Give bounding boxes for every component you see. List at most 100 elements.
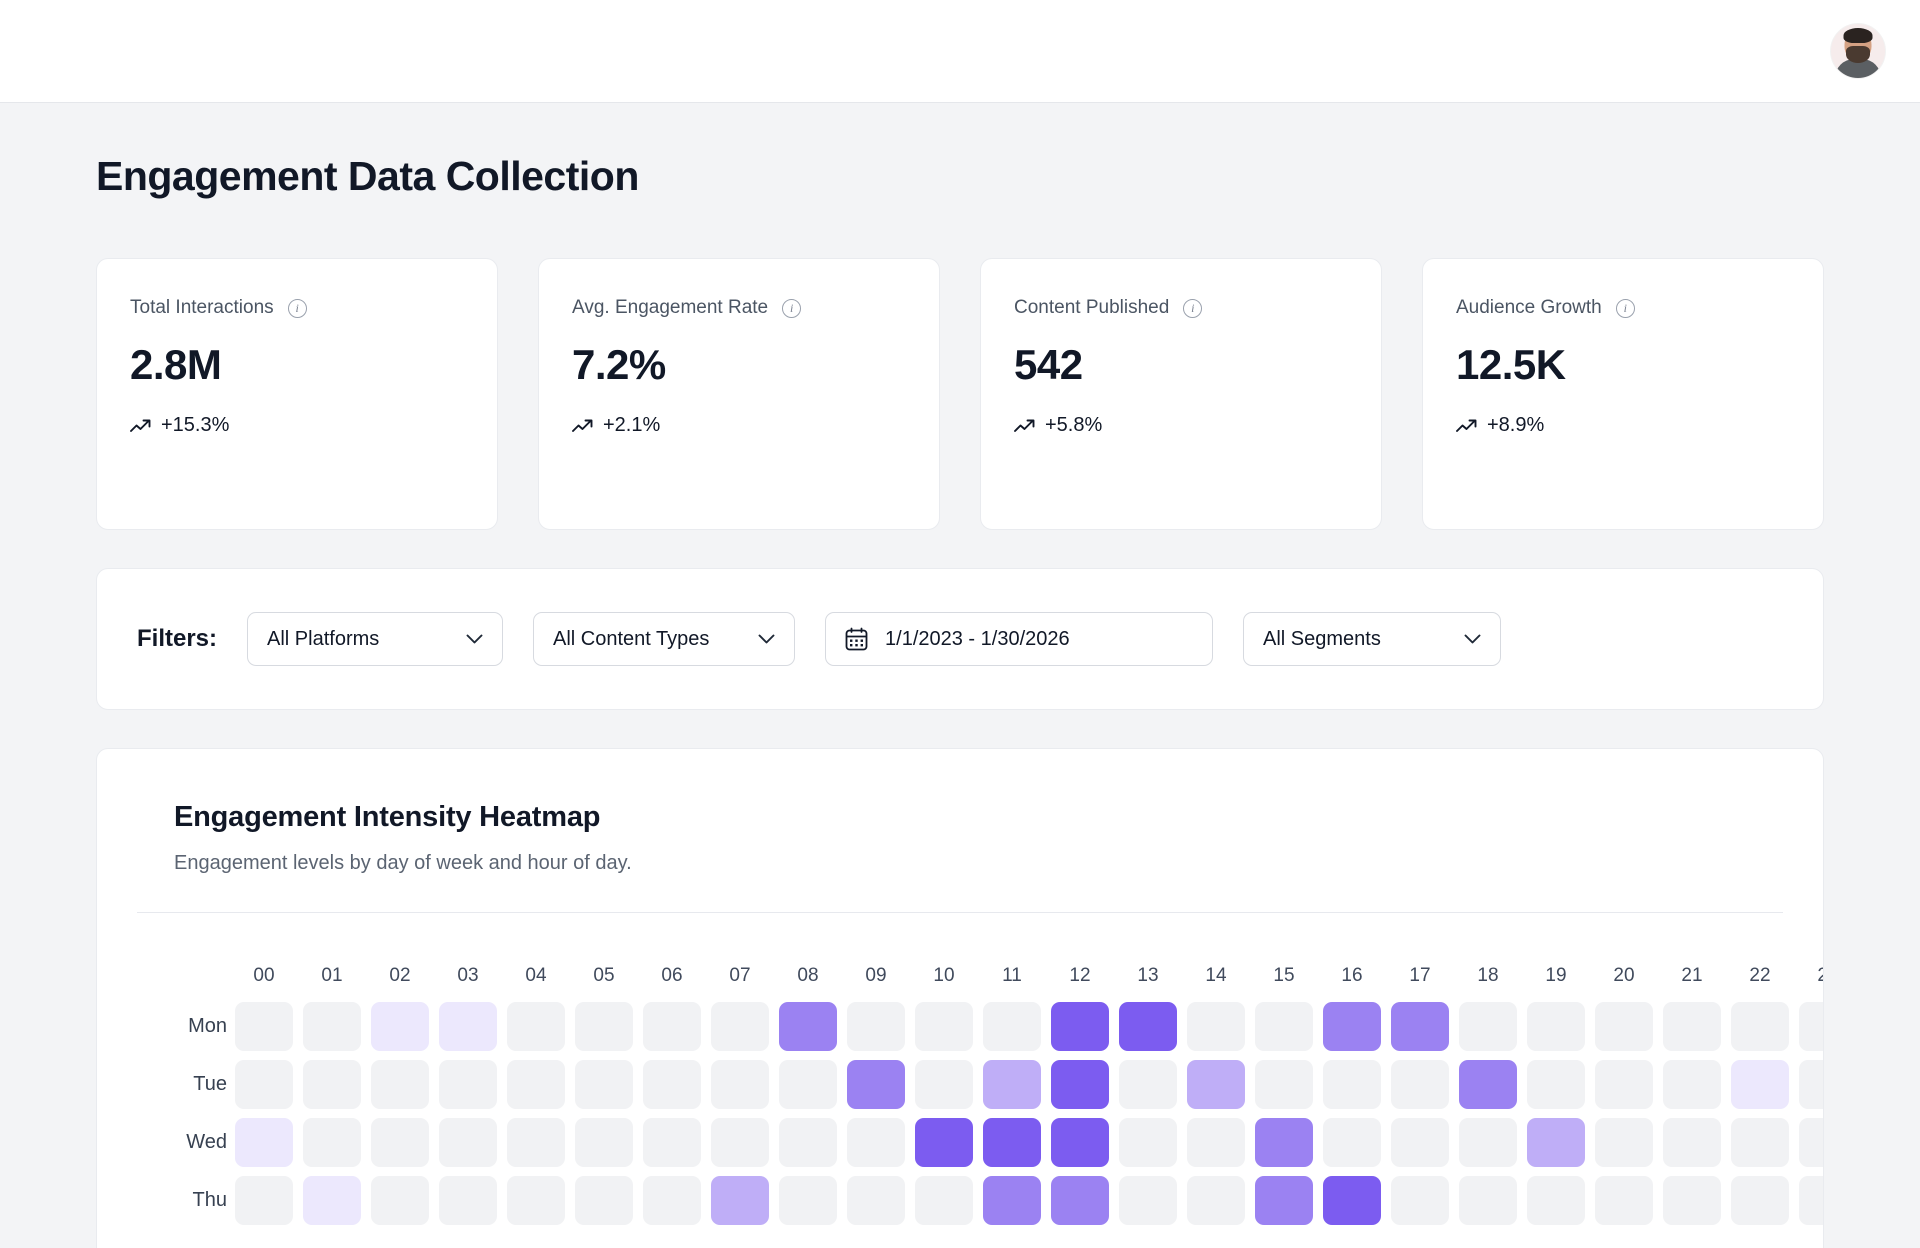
heatmap-cell[interactable] <box>1595 1059 1653 1109</box>
heatmap-cell[interactable] <box>915 1175 973 1225</box>
heatmap-cell[interactable] <box>371 1059 429 1109</box>
heatmap-cell[interactable] <box>1323 1117 1381 1167</box>
content-type-select[interactable]: All Content Types <box>533 612 796 666</box>
heatmap-cell[interactable] <box>1255 1117 1313 1167</box>
info-icon[interactable]: i <box>782 298 802 318</box>
heatmap-cell[interactable] <box>575 1117 633 1167</box>
heatmap-cell[interactable] <box>1255 1175 1313 1225</box>
heatmap-cell[interactable] <box>303 1175 361 1225</box>
heatmap-cell[interactable] <box>1799 1001 1823 1051</box>
heatmap-cell[interactable] <box>1799 1117 1823 1167</box>
heatmap-cell[interactable] <box>711 1175 769 1225</box>
info-icon[interactable]: i <box>1615 298 1635 318</box>
heatmap-cell[interactable] <box>1187 1175 1245 1225</box>
heatmap-cell[interactable] <box>1119 1117 1177 1167</box>
heatmap-cell[interactable] <box>1323 1175 1381 1225</box>
heatmap-cell[interactable] <box>371 1117 429 1167</box>
heatmap-cell[interactable] <box>1119 1001 1177 1051</box>
heatmap-cell[interactable] <box>439 1059 497 1109</box>
heatmap-cell[interactable] <box>303 1117 361 1167</box>
heatmap-cell[interactable] <box>235 1001 293 1051</box>
heatmap-cell[interactable] <box>1595 1175 1653 1225</box>
heatmap-cell[interactable] <box>1391 1117 1449 1167</box>
heatmap-cell[interactable] <box>711 1059 769 1109</box>
heatmap-cell[interactable] <box>983 1175 1041 1225</box>
heatmap-cell[interactable] <box>1663 1175 1721 1225</box>
heatmap-cell[interactable] <box>507 1117 565 1167</box>
heatmap-cell[interactable] <box>711 1117 769 1167</box>
heatmap-cell[interactable] <box>915 1117 973 1167</box>
heatmap-cell[interactable] <box>643 1175 701 1225</box>
avatar[interactable] <box>1831 24 1885 78</box>
heatmap-cell[interactable] <box>847 1175 905 1225</box>
info-icon[interactable]: i <box>287 298 307 318</box>
heatmap-cell[interactable] <box>1323 1001 1381 1051</box>
heatmap-cell[interactable] <box>1459 1001 1517 1051</box>
heatmap-cell[interactable] <box>1595 1117 1653 1167</box>
heatmap-cell[interactable] <box>1731 1001 1789 1051</box>
heatmap-cell[interactable] <box>643 1117 701 1167</box>
heatmap-cell[interactable] <box>371 1001 429 1051</box>
heatmap-cell[interactable] <box>1051 1175 1109 1225</box>
heatmap-cell[interactable] <box>1527 1059 1585 1109</box>
heatmap-cell[interactable] <box>439 1001 497 1051</box>
heatmap-cell[interactable] <box>779 1175 837 1225</box>
segment-select[interactable]: All Segments <box>1243 612 1502 666</box>
heatmap-cell[interactable] <box>1255 1059 1313 1109</box>
heatmap-cell[interactable] <box>1799 1059 1823 1109</box>
heatmap-cell[interactable] <box>1731 1059 1789 1109</box>
heatmap-cell[interactable] <box>1663 1059 1721 1109</box>
heatmap-cell[interactable] <box>1323 1059 1381 1109</box>
heatmap-cell[interactable] <box>847 1117 905 1167</box>
platform-select[interactable]: All Platforms <box>247 612 504 666</box>
heatmap-cell[interactable] <box>371 1175 429 1225</box>
heatmap-cell[interactable] <box>847 1001 905 1051</box>
heatmap-cell[interactable] <box>303 1001 361 1051</box>
heatmap-cell[interactable] <box>507 1001 565 1051</box>
heatmap-cell[interactable] <box>779 1117 837 1167</box>
heatmap-cell[interactable] <box>235 1117 293 1167</box>
heatmap-cell[interactable] <box>1663 1001 1721 1051</box>
heatmap-cell[interactable] <box>235 1059 293 1109</box>
heatmap-cell[interactable] <box>1391 1001 1449 1051</box>
heatmap-cell[interactable] <box>1255 1001 1313 1051</box>
heatmap-cell[interactable] <box>507 1175 565 1225</box>
heatmap-cell[interactable] <box>915 1059 973 1109</box>
info-icon[interactable]: i <box>1183 298 1203 318</box>
heatmap-cell[interactable] <box>1051 1059 1109 1109</box>
heatmap-cell[interactable] <box>235 1175 293 1225</box>
heatmap-cell[interactable] <box>643 1001 701 1051</box>
heatmap-cell[interactable] <box>1799 1175 1823 1225</box>
heatmap-cell[interactable] <box>1119 1175 1177 1225</box>
heatmap-cell[interactable] <box>1187 1001 1245 1051</box>
heatmap-cell[interactable] <box>1391 1059 1449 1109</box>
heatmap-cell[interactable] <box>779 1059 837 1109</box>
heatmap-cell[interactable] <box>1459 1117 1517 1167</box>
heatmap-cell[interactable] <box>575 1001 633 1051</box>
heatmap-cell[interactable] <box>1663 1117 1721 1167</box>
heatmap-cell[interactable] <box>1527 1117 1585 1167</box>
heatmap-cell[interactable] <box>1119 1059 1177 1109</box>
heatmap-cell[interactable] <box>1051 1117 1109 1167</box>
heatmap-cell[interactable] <box>439 1117 497 1167</box>
heatmap-cell[interactable] <box>983 1059 1041 1109</box>
heatmap-cell[interactable] <box>1459 1175 1517 1225</box>
heatmap-cell[interactable] <box>711 1001 769 1051</box>
heatmap-cell[interactable] <box>1595 1001 1653 1051</box>
heatmap-cell[interactable] <box>1187 1059 1245 1109</box>
heatmap-cell[interactable] <box>915 1001 973 1051</box>
heatmap-cell[interactable] <box>643 1059 701 1109</box>
heatmap-cell[interactable] <box>983 1117 1041 1167</box>
heatmap-cell[interactable] <box>1731 1175 1789 1225</box>
heatmap-cell[interactable] <box>1051 1001 1109 1051</box>
heatmap-cell[interactable] <box>1731 1117 1789 1167</box>
heatmap-cell[interactable] <box>1527 1175 1585 1225</box>
heatmap-cell[interactable] <box>1391 1175 1449 1225</box>
heatmap-cell[interactable] <box>779 1001 837 1051</box>
date-range-picker[interactable]: 1/1/2023 - 1/30/2026 <box>825 612 1214 666</box>
heatmap-cell[interactable] <box>507 1059 565 1109</box>
heatmap-cell[interactable] <box>439 1175 497 1225</box>
heatmap-cell[interactable] <box>303 1059 361 1109</box>
heatmap-cell[interactable] <box>983 1001 1041 1051</box>
heatmap-cell[interactable] <box>847 1059 905 1109</box>
